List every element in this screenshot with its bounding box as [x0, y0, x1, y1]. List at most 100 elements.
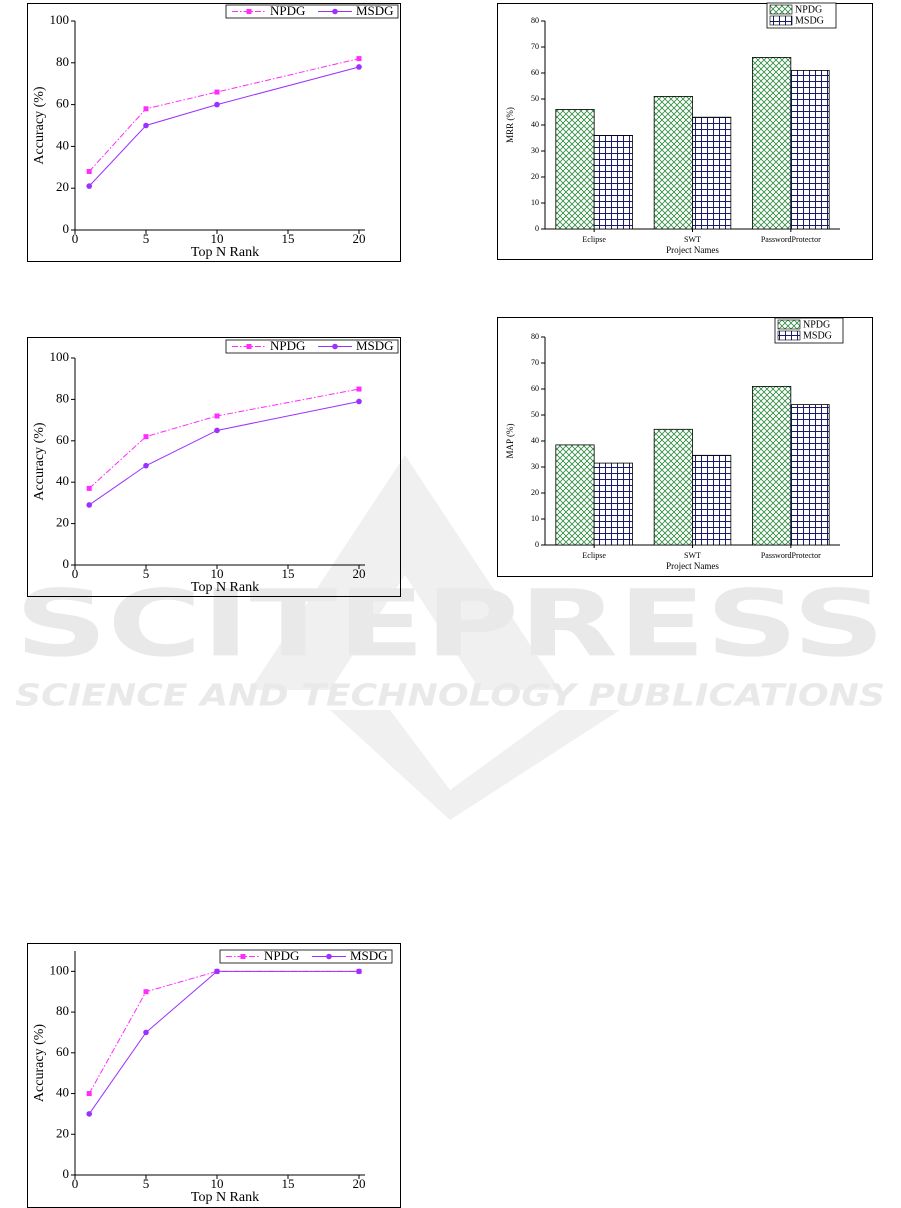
- marker: [86, 485, 92, 491]
- bar: [790, 70, 830, 230]
- y-axis-title: Accuracy (%): [32, 86, 47, 164]
- marker: [143, 1029, 149, 1036]
- legend-box: [225, 4, 399, 19]
- y-tick-label: 0: [535, 224, 539, 233]
- watermark-logo: [250, 455, 620, 820]
- x-axis-title: Project Names: [666, 561, 719, 571]
- marker: [143, 989, 149, 995]
- marker: [214, 968, 220, 975]
- legend-marker: [246, 344, 252, 349]
- legend-label: MSDG: [795, 15, 824, 26]
- y-tick-label: 40: [56, 137, 69, 152]
- x-tick-label: SWT: [684, 551, 701, 560]
- legend: NPDG MSDG: [225, 3, 399, 19]
- legend-marker: [332, 8, 338, 15]
- x-tick-label: 5: [143, 1176, 150, 1191]
- marker: [214, 427, 220, 434]
- x-tick-label: 5: [143, 566, 150, 581]
- y-tick-label: 0: [535, 540, 539, 549]
- y-axis-title: MAP (%): [505, 424, 515, 459]
- x-tick-label: 10: [211, 231, 224, 246]
- marker: [356, 386, 362, 392]
- legend-swatch: [777, 319, 801, 330]
- bar: [692, 454, 732, 546]
- y-tick-label: 70: [531, 358, 539, 367]
- y-tick-label: 60: [531, 68, 539, 77]
- series-line: [88, 388, 360, 489]
- chart-frame: [27, 943, 401, 1208]
- legend-swatch: [769, 4, 793, 15]
- y-tick-label: 0: [63, 221, 70, 236]
- marker: [356, 968, 362, 975]
- marker: [356, 398, 362, 405]
- chart-frame: [27, 3, 401, 262]
- series-line: [88, 66, 360, 187]
- y-tick-label: 20: [531, 172, 539, 181]
- y-tick-label: 50: [531, 94, 539, 103]
- legend-label: NPDG: [270, 3, 305, 18]
- y-tick-label: 10: [531, 514, 539, 523]
- watermark-title: SCITEPRESS: [15, 570, 885, 677]
- y-tick-label: 50: [531, 410, 539, 419]
- x-tick-label: 20: [353, 1176, 366, 1191]
- y-tick-label: 40: [56, 1085, 69, 1100]
- y-tick-label: 80: [531, 332, 539, 341]
- bar: [653, 96, 693, 230]
- x-tick-label: PasswordProtector: [761, 235, 821, 244]
- marker: [143, 122, 149, 129]
- y-tick-label: 0: [63, 1166, 70, 1181]
- bar: [593, 462, 633, 546]
- watermark: SCITEPRESS SCIENCE AND TECHNOLOGY PUBLIC…: [15, 455, 885, 820]
- x-tick-label: 10: [211, 1176, 224, 1191]
- marker: [86, 1091, 92, 1097]
- legend-swatch: [769, 15, 793, 26]
- x-tick-label: 0: [72, 1176, 79, 1191]
- marker: [143, 462, 149, 469]
- marker: [86, 183, 92, 189]
- chart-frame: [497, 3, 873, 260]
- y-tick-label: 40: [531, 436, 539, 445]
- x-tick-label: 15: [282, 566, 295, 581]
- x-axis-title: Top N Rank: [191, 580, 259, 595]
- y-tick-label: 70: [531, 42, 539, 51]
- y-tick-label: 0: [63, 556, 70, 571]
- x-tick-label: 10: [211, 566, 224, 581]
- y-tick-label: 100: [50, 349, 70, 364]
- x-axis-title: Project Names: [666, 245, 719, 255]
- y-tick-label: 100: [50, 12, 70, 27]
- legend-label: NPDG: [795, 4, 822, 15]
- legend-swatch: [777, 330, 801, 341]
- y-tick-label: 60: [56, 432, 69, 447]
- y-tick-label: 80: [56, 54, 69, 69]
- watermark-subtitle: SCIENCE AND TECHNOLOGY PUBLICATIONS: [15, 679, 885, 714]
- marker: [214, 89, 220, 95]
- legend-marker: [332, 343, 338, 350]
- chart-frame: [497, 317, 873, 577]
- legend-label: MSDG: [356, 338, 394, 353]
- y-tick-label: 30: [531, 462, 539, 471]
- y-tick-label: 100: [50, 962, 70, 977]
- legend-marker: [240, 954, 246, 959]
- y-tick-label: 60: [56, 96, 69, 111]
- bar: [692, 116, 732, 230]
- y-tick-label: 40: [531, 120, 539, 129]
- y-tick-label: 80: [56, 390, 69, 405]
- y-tick-label: 20: [56, 179, 69, 194]
- bar: [752, 386, 792, 546]
- x-tick-label: 0: [72, 231, 79, 246]
- y-tick-label: 20: [56, 515, 69, 530]
- legend-label: MSDG: [356, 3, 394, 18]
- x-tick-label: 20: [353, 566, 366, 581]
- marker: [86, 502, 92, 508]
- marker: [356, 64, 362, 70]
- marker: [214, 101, 220, 108]
- y-tick-label: 10: [531, 198, 539, 207]
- y-tick-label: 30: [531, 146, 539, 155]
- y-axis-title: MRR (%): [505, 107, 515, 143]
